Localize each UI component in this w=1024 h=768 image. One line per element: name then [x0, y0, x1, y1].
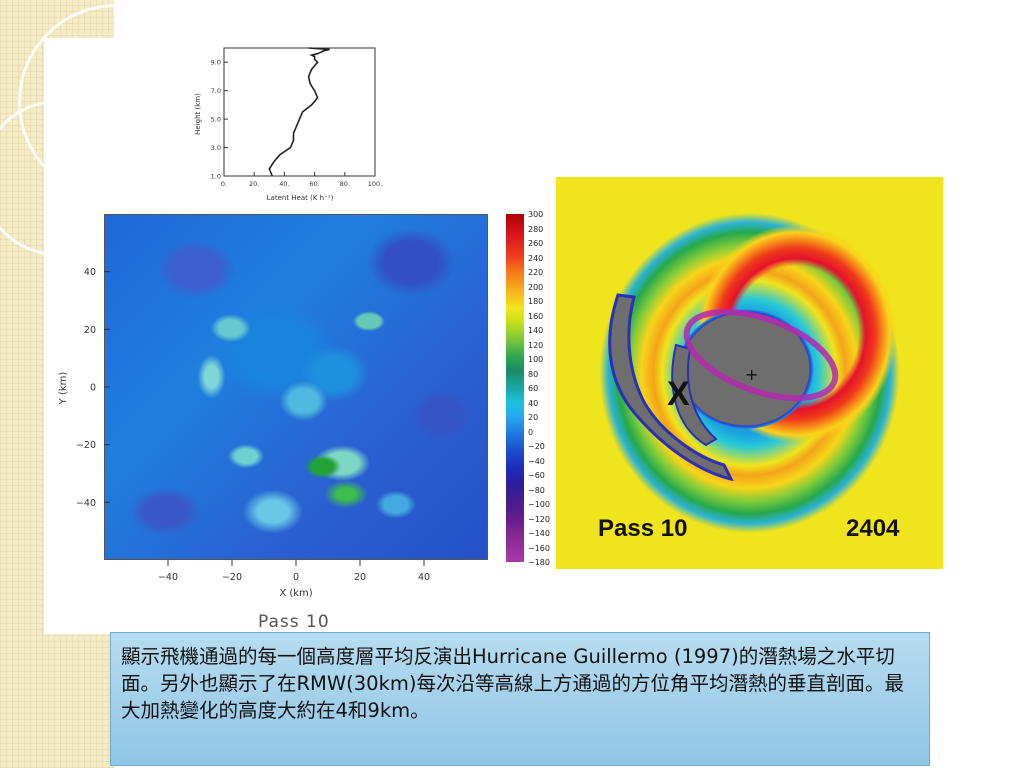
colorbar-tick-label: −140 [528, 529, 550, 538]
colorbar-tick-label: 280 [528, 224, 544, 234]
field-xtick-label: −20 [222, 572, 242, 583]
profile-ytick-label: 7.0 [211, 87, 221, 95]
colorbar-tick-label: 220 [528, 268, 544, 277]
colorbar-strip [506, 214, 524, 562]
latent-heat-field-plot: 40 20 0 −20 −40 −40 −20 0 20 40 Y (km) X (km) [56, 212, 502, 624]
profile-xtick-label: 0. [221, 180, 227, 188]
profile-frame [223, 47, 376, 177]
radar-center-marker: + [745, 365, 759, 384]
colorbar-tick-label: 20 [528, 413, 539, 422]
radar-time-label: 2404 [846, 515, 900, 542]
profile-ylabel: Height (km) [194, 93, 202, 135]
colorbar-tick-label: 180 [528, 297, 544, 306]
caption-text: 顯示飛機通過的每一個高度層平均反演出Hurricane Guillermo (1… [121, 645, 904, 722]
colorbar-tick-label: 40 [528, 398, 539, 408]
profile-ytick-label: 5.0 [211, 116, 221, 124]
colorbar-tick-label: 260 [528, 239, 544, 248]
field-xtick-label: 0 [293, 572, 299, 583]
field-caption: Pass 10 [258, 612, 330, 632]
colorbar-tick-label: −100 [528, 500, 550, 509]
profile-xtick-label: 80. [340, 180, 350, 188]
field-xtick-label: 20 [354, 572, 366, 583]
field-ylabel: Y (km) [58, 372, 69, 406]
colorbar: 300 280 260 240 220 200 180 160 140 120 100 80 60 40 2… [504, 210, 562, 567]
colorbar-labels: 300 280 260 240 220 200 180 160 140 120 100 80 60 40 2… [528, 210, 562, 567]
field-ytick-label: 40 [84, 267, 96, 278]
colorbar-tick-label: 80 [528, 369, 539, 379]
colorbar-tick-label: 240 [528, 253, 544, 263]
colorbar-tick-label: 60 [528, 384, 539, 393]
latent-heat-profile-plot: 9.0 7.0 5.0 3.0 1.0 0. 20. 40. 60. 80. 100. Heigh… [190, 42, 385, 207]
colorbar-tick-label: −160 [528, 543, 550, 553]
colorbar-tick-label: 140 [528, 326, 544, 335]
profile-ytick-label: 9.0 [211, 59, 221, 67]
profile-svg: 9.0 7.0 5.0 3.0 1.0 0. 20. 40. 60. 80. 100. Heigh… [194, 47, 382, 202]
field-xlabel: X (km) [279, 588, 312, 599]
field-xtick-label: 40 [418, 572, 430, 583]
caption-box: 顯示飛機通過的每一個高度層平均反演出Hurricane Guillermo (1… [110, 632, 930, 766]
field-ytick-label: 20 [84, 325, 96, 336]
inner-rainband-region [671, 343, 718, 447]
field-ytick-label: −40 [76, 498, 96, 509]
colorbar-tick-label: 160 [528, 311, 544, 321]
radar-x-marker: X [667, 375, 690, 413]
colorbar-tick-label: −120 [528, 514, 550, 524]
profile-xlabel: Latent Heat (K h⁻¹) [267, 194, 334, 202]
field-xtick-label: −40 [158, 572, 178, 583]
profile-xtick-label: 60. [309, 180, 319, 188]
colorbar-tick-label: 300 [528, 210, 544, 219]
colorbar-tick-label: −180 [528, 558, 550, 567]
latent-heat-field-image [104, 214, 488, 560]
colorbar-tick-label: 0 [528, 427, 534, 437]
profile-xtick-label: 100. [368, 180, 382, 188]
profile-ytick-label: 3.0 [211, 144, 221, 152]
colorbar-tick-label: −40 [528, 456, 545, 466]
field-ytick-label: 0 [90, 383, 96, 394]
eyewall-maximum [683, 308, 839, 402]
radar-reflectivity-image: X + Pass 10 2404 [556, 177, 943, 569]
profile-line [268, 47, 330, 177]
colorbar-tick-label: 200 [528, 282, 544, 292]
radar-pass-label: Pass 10 [598, 515, 688, 542]
colorbar-tick-label: −80 [528, 485, 545, 495]
colorbar-tick-label: −20 [528, 442, 545, 451]
colorbar-tick-label: 100 [528, 355, 544, 364]
rainband-gray-region [608, 293, 734, 482]
profile-xtick-label: 40. [279, 180, 289, 188]
profile-xtick-label: 20. [249, 180, 259, 188]
profile-ytick-label: 1.0 [211, 173, 221, 181]
field-ytick-label: −20 [76, 440, 96, 451]
colorbar-tick-label: 120 [528, 340, 544, 350]
radar-overlay-svg [608, 293, 839, 482]
radar-field [556, 177, 943, 569]
field-axes-svg: 40 20 0 −20 −40 −40 −20 0 20 40 Y (km) X (km) [58, 267, 430, 599]
colorbar-tick-label: −60 [528, 471, 545, 480]
